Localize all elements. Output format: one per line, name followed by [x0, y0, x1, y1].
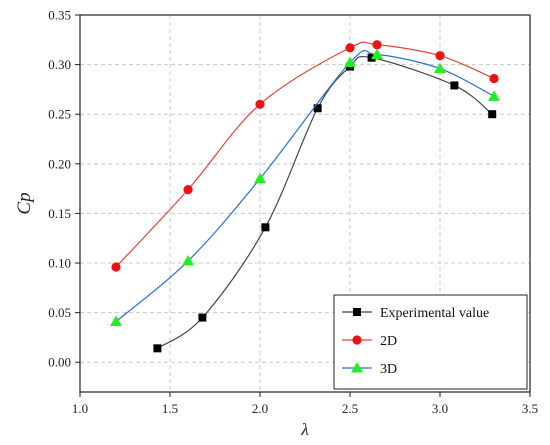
legend-box — [333, 294, 528, 390]
legend-item: 2D — [342, 334, 397, 349]
legend-label: 3D — [380, 362, 397, 377]
y-tick-label: 0.05 — [48, 305, 71, 320]
y-tick-label: 0.15 — [48, 206, 71, 221]
data-point — [488, 90, 500, 101]
data-point — [488, 110, 497, 119]
data-point — [313, 104, 322, 113]
data-point — [345, 43, 355, 53]
legend-item: 3D — [342, 362, 397, 377]
legend-label: Experimental value — [380, 306, 489, 321]
y-tick-label: 0.30 — [48, 57, 71, 72]
x-tick-label: 3.5 — [522, 401, 538, 416]
legend-marker — [352, 335, 362, 345]
legend-label: 2D — [380, 334, 397, 349]
legend-marker — [353, 308, 361, 316]
series-line — [157, 55, 493, 349]
y-tick-label: 0.25 — [48, 107, 71, 122]
series-2 — [110, 48, 500, 327]
data-point — [261, 223, 270, 232]
y-tick-label: 0.20 — [48, 156, 71, 171]
data-point — [153, 344, 162, 353]
plot-frame — [79, 14, 531, 393]
data-point — [110, 315, 122, 327]
x-tick-label: 1.0 — [72, 401, 88, 416]
data-point — [182, 255, 194, 266]
data-point — [254, 172, 266, 184]
data-point — [111, 262, 121, 272]
data-point — [434, 62, 446, 74]
legend-marker — [351, 362, 363, 373]
data-point — [344, 56, 356, 68]
y-tick-label: 0.10 — [48, 256, 71, 271]
data-point — [183, 185, 193, 195]
series-layer — [110, 40, 500, 353]
data-point — [367, 53, 376, 62]
data-point — [255, 99, 265, 109]
y-tick-label: 0.00 — [48, 355, 71, 370]
series-line — [115, 49, 495, 323]
data-point — [450, 81, 459, 90]
y-tick-label: 0.35 — [48, 8, 71, 23]
y-axis-title: Cp — [14, 192, 35, 214]
x-tick-label: 3.0 — [432, 401, 448, 416]
x-tick-label: 1.5 — [162, 401, 178, 416]
data-point — [198, 313, 207, 322]
legend: Experimental value 2D 3D — [333, 294, 528, 390]
data-point — [489, 73, 499, 84]
data-point — [372, 40, 382, 50]
axis-ticks: 1.0 1.5 2.0 2.5 3.0 3.5 0.00 0.05 0.10 0.15 0.20 0.… — [48, 8, 538, 417]
legend-item: Experimental value — [342, 306, 489, 321]
series-line — [115, 41, 495, 268]
data-point — [435, 51, 445, 61]
data-point — [371, 48, 383, 60]
series-1 — [111, 40, 499, 272]
x-tick-label: 2.5 — [342, 401, 358, 416]
x-tick-label: 2.0 — [252, 401, 268, 416]
x-axis-title: λ — [300, 420, 308, 439]
